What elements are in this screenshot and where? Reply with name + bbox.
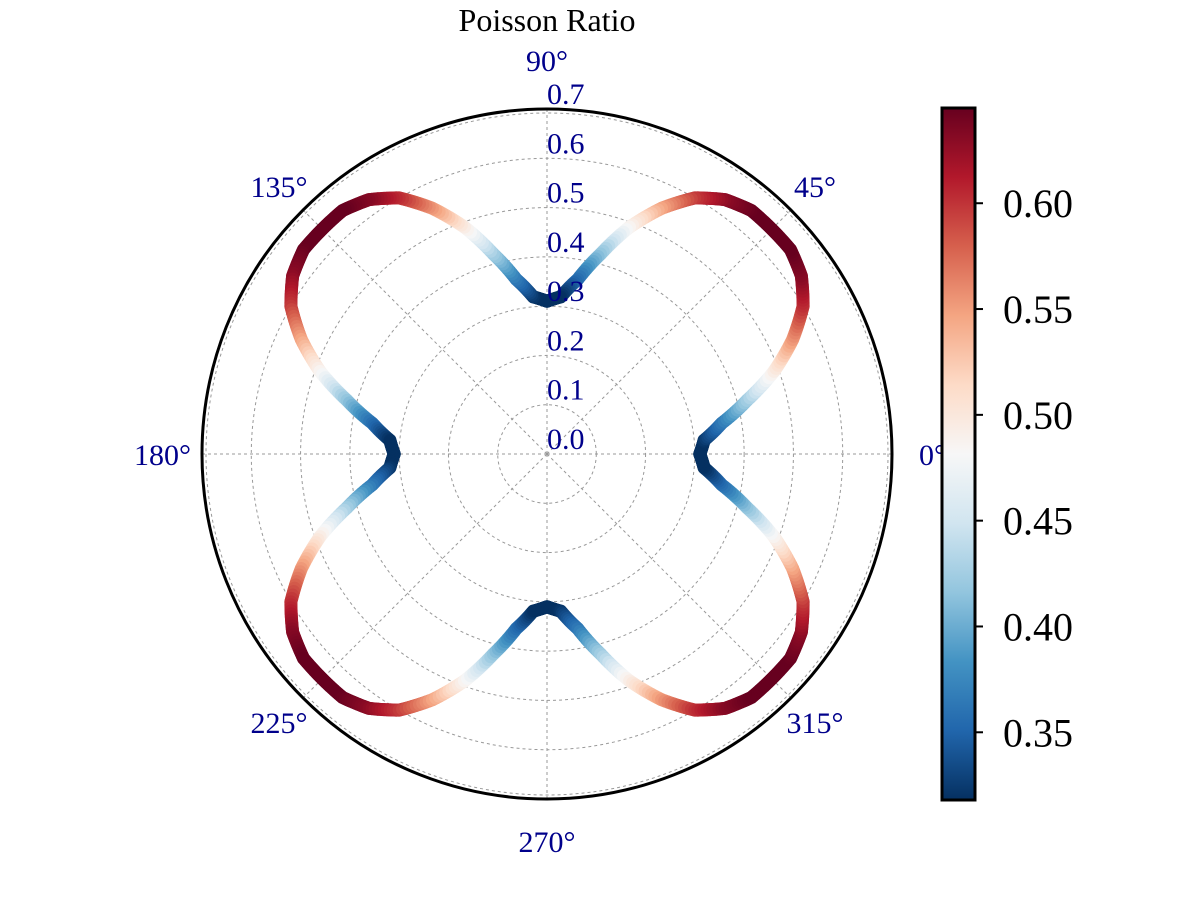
colorbar-ticks: 0.35 0.40 0.45 0.50 0.55 0.60 [975, 181, 1073, 755]
chart-title: Poisson Ratio [459, 2, 636, 38]
colorbar-tick-label: 0.60 [1003, 181, 1073, 226]
radial-tick-label: 0.1 [547, 374, 585, 407]
angle-tick-label: 315° [786, 707, 843, 740]
radial-tick-label: 0.2 [547, 324, 585, 357]
radial-tick-label: 0.0 [547, 423, 585, 456]
radial-tick-label: 0.3 [547, 275, 585, 308]
angle-tick-label: 90° [526, 45, 568, 78]
angle-tick-label: 135° [251, 171, 308, 204]
radial-tick-label: 0.6 [547, 127, 585, 160]
colorbar-tick-label: 0.40 [1003, 604, 1073, 649]
colorbar-tick-label: 0.50 [1003, 393, 1073, 438]
colorbar-gradient [942, 108, 975, 800]
grid-spoke [303, 454, 547, 698]
colorbar-tick-label: 0.45 [1003, 499, 1073, 544]
colorbar-tick-label: 0.35 [1003, 710, 1073, 755]
radial-tick-label: 0.5 [547, 177, 585, 210]
angle-tick-label: 225° [251, 707, 308, 740]
radial-tick-label: 0.7 [547, 78, 585, 111]
angle-tick-label: 270° [519, 826, 576, 859]
angle-tick-label: 45° [794, 171, 836, 204]
radial-tick-labels: 0.0 0.1 0.2 0.3 0.4 0.5 0.6 0.7 [547, 78, 585, 456]
angle-tick-label: 180° [134, 439, 191, 472]
grid-spoke [303, 210, 547, 454]
colorbar: 0.35 0.40 0.45 0.50 0.55 0.60 [942, 108, 1073, 800]
radial-tick-label: 0.4 [547, 226, 585, 259]
colorbar-tick-label: 0.55 [1003, 287, 1073, 332]
angle-tick-labels: 0°45°90°135°180°225°270°315° [134, 45, 946, 859]
grid-spoke [547, 454, 791, 698]
